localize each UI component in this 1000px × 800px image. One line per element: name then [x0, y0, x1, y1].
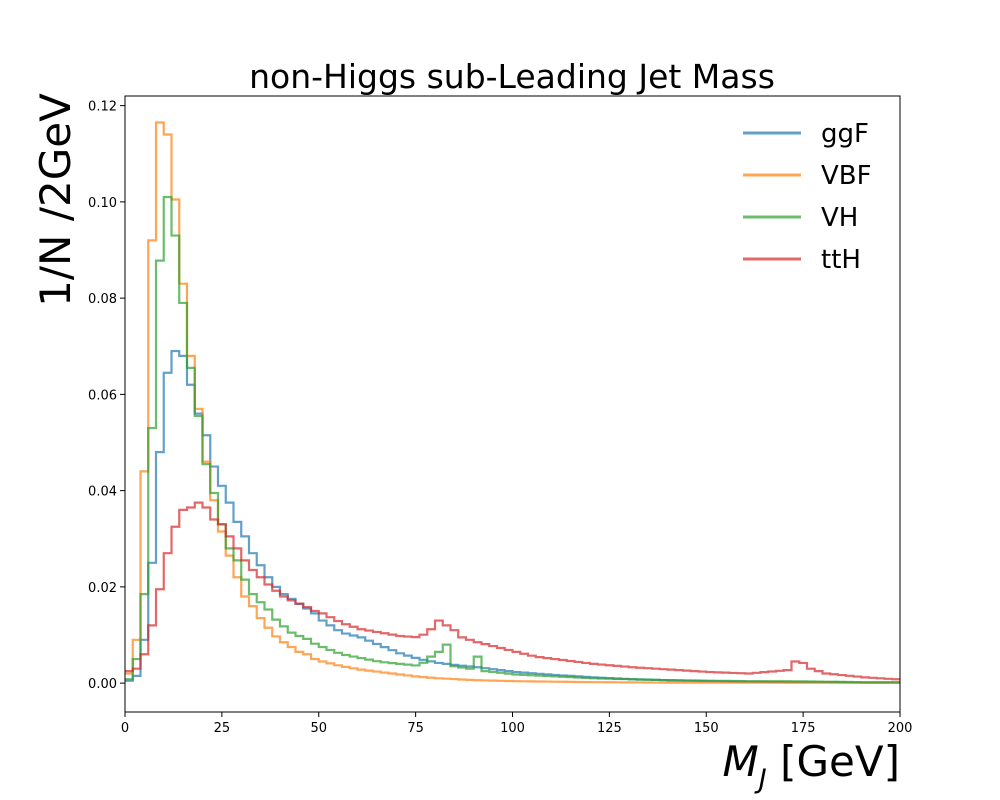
legend-label-ggf: ggF [821, 119, 869, 149]
series-tth-line [125, 501, 900, 681]
legend-label-vh: VH [821, 203, 858, 233]
legend: ggF VBF VH ttH [743, 119, 872, 275]
x-tick-label: 50 [310, 721, 327, 736]
series-layer [125, 121, 900, 684]
x-tick-label: 150 [694, 721, 719, 736]
legend-label-vbf: VBF [821, 161, 872, 191]
x-axis-label-symbol: M [723, 737, 759, 786]
series-vh-line [125, 195, 900, 684]
x-axis-label-unit: [GeV] [767, 737, 900, 786]
y-axis-ticks: 0.00 0.02 0.04 0.06 0.08 0.10 0.12 [88, 100, 125, 692]
x-tick-label: 0 [121, 721, 129, 736]
y-tick-label: 0.12 [88, 100, 117, 115]
x-axis-ticks: 0 25 50 75 100 125 150 175 200 [121, 712, 913, 736]
y-tick-label: 0.00 [88, 677, 117, 692]
chart-title: non-Higgs sub-Leading Jet Mass [249, 57, 775, 96]
legend-label-tth: ttH [821, 245, 861, 275]
x-axis-label: MJ [GeV] [723, 737, 900, 795]
x-tick-label: 200 [888, 721, 913, 736]
x-tick-label: 100 [500, 721, 525, 736]
y-tick-label: 0.10 [88, 196, 117, 211]
y-tick-label: 0.02 [88, 581, 117, 596]
x-tick-label: 125 [597, 721, 622, 736]
y-tick-label: 0.06 [88, 388, 117, 403]
x-tick-label: 175 [791, 721, 816, 736]
plot-frame [124, 95, 901, 713]
y-tick-label: 0.08 [88, 292, 117, 307]
y-axis-label: 1/N /2GeV [31, 93, 80, 307]
x-tick-label: 25 [214, 721, 231, 736]
x-tick-label: 75 [407, 721, 424, 736]
y-tick-label: 0.04 [88, 485, 117, 500]
series-vbf-line [125, 121, 900, 684]
series-ggf-line [125, 349, 900, 684]
